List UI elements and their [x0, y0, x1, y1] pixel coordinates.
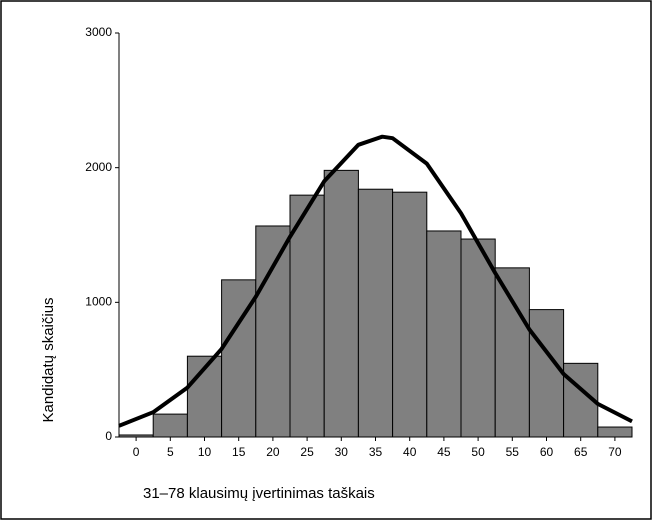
- bar: [426, 230, 462, 438]
- bar: [597, 426, 633, 438]
- x-tick-label: 40: [403, 445, 417, 459]
- y-tick-label: 2000: [85, 160, 112, 174]
- bar: [460, 238, 496, 438]
- bar: [494, 267, 530, 438]
- bar: [357, 188, 394, 438]
- x-tick-label: 20: [266, 445, 280, 459]
- x-tick-label: 5: [167, 445, 174, 459]
- bar: [528, 309, 565, 438]
- x-tick-label: 50: [471, 445, 485, 459]
- x-tick-label: 60: [540, 445, 554, 459]
- normal-curve: [118, 134, 633, 428]
- x-axis-label: 31–78 klausimų įvertinimas taškais: [143, 485, 375, 502]
- x-tick-label: 65: [574, 445, 588, 459]
- y-axis-label: Kandidatų skaičius: [40, 297, 57, 422]
- bar: [152, 413, 188, 438]
- x-tick-label: 0: [133, 445, 140, 459]
- x-tick-label: 30: [335, 445, 349, 459]
- x-tick-label: 70: [608, 445, 622, 459]
- x-tick-label: 25: [300, 445, 314, 459]
- bar: [392, 191, 428, 438]
- y-tick-label: 3000: [85, 25, 112, 39]
- bar: [255, 225, 291, 438]
- bar: [323, 169, 359, 438]
- x-tick-label: 15: [232, 445, 246, 459]
- x-tick-label: 10: [198, 445, 212, 459]
- x-tick-label: 55: [506, 445, 520, 459]
- x-tick-label: 45: [437, 445, 451, 459]
- x-tick-label: 35: [369, 445, 383, 459]
- y-tick-label: 0: [105, 429, 112, 443]
- y-tick-label: 1000: [85, 295, 112, 309]
